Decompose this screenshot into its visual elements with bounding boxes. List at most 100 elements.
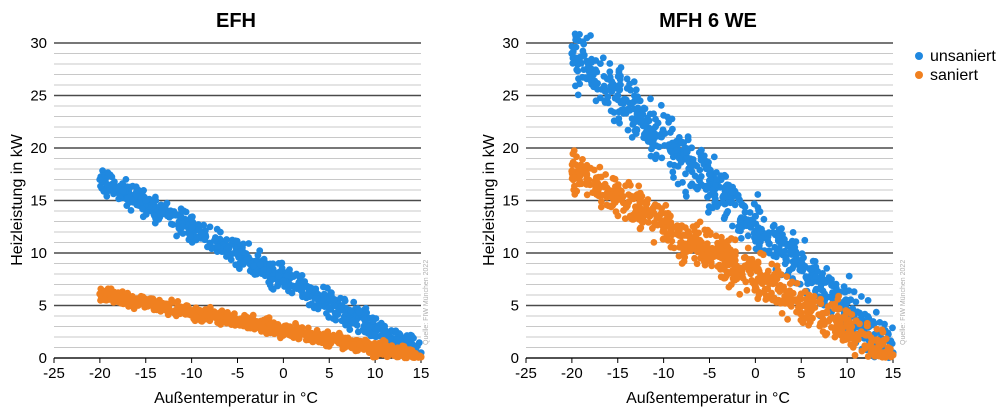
data-point: [831, 305, 838, 312]
data-point: [835, 292, 842, 300]
data-point: [256, 261, 264, 269]
data-point: [666, 213, 674, 220]
data-point: [102, 296, 110, 304]
data-point: [793, 280, 801, 287]
data-point: [628, 134, 636, 141]
data-point: [631, 127, 639, 135]
data-point: [251, 322, 258, 330]
data-point: [814, 268, 822, 275]
data-point: [568, 49, 576, 58]
data-point: [665, 219, 673, 227]
data-point: [576, 80, 584, 88]
data-point: [703, 182, 711, 190]
data-point: [373, 325, 381, 332]
data-point: [199, 316, 206, 323]
data-point: [285, 287, 292, 295]
data-point: [873, 346, 880, 354]
data-point: [829, 295, 836, 303]
data-point: [581, 74, 589, 82]
data-point: [689, 156, 697, 163]
data-point: [328, 292, 335, 300]
data-point: [727, 235, 735, 242]
data-point: [756, 227, 764, 235]
data-point: [751, 283, 760, 291]
data-point: [655, 143, 663, 151]
data-point: [296, 274, 304, 281]
data-point: [805, 316, 813, 323]
data-point: [201, 236, 209, 244]
data-point: [634, 93, 641, 101]
data-point: [171, 307, 179, 315]
y-tick-label: 0: [39, 350, 47, 367]
data-point: [572, 161, 580, 169]
data-point: [169, 299, 177, 306]
data-point: [712, 232, 720, 240]
data-point: [279, 277, 287, 285]
data-point: [861, 310, 869, 318]
data-point: [652, 151, 660, 159]
data-point: [355, 308, 363, 316]
data-point: [591, 181, 599, 189]
data-point: [705, 255, 714, 263]
data-point: [211, 236, 219, 244]
x-tick-label: -10: [653, 365, 675, 382]
data-point: [607, 203, 615, 211]
data-point: [812, 287, 819, 295]
data-point: [696, 218, 704, 226]
x-tick-label: -5: [231, 365, 244, 382]
data-point: [266, 260, 274, 268]
data-point: [235, 261, 242, 268]
data-point: [820, 276, 828, 284]
data-point: [200, 221, 208, 229]
data-point: [713, 176, 720, 183]
data-point: [189, 218, 197, 226]
data-point: [591, 68, 599, 76]
data-point: [148, 296, 156, 304]
data-point: [139, 205, 147, 213]
data-point: [648, 140, 656, 148]
data-point: [394, 350, 402, 358]
data-point: [239, 260, 247, 268]
data-point: [758, 272, 766, 280]
data-point: [298, 285, 306, 293]
x-tick-label: -25: [43, 365, 65, 382]
data-point: [668, 231, 676, 239]
data-point: [775, 244, 783, 252]
data-point: [678, 138, 686, 146]
data-point: [657, 101, 665, 109]
legend: unsaniert saniert: [915, 48, 996, 84]
data-point: [781, 294, 789, 302]
data-point: [629, 215, 636, 223]
data-point: [770, 274, 777, 281]
data-point: [703, 231, 710, 239]
data-point: [656, 211, 664, 219]
data-point: [129, 198, 137, 206]
data-point: [700, 152, 708, 160]
data-point: [233, 249, 242, 257]
data-point: [723, 268, 731, 276]
data-point: [371, 346, 379, 354]
data-point: [616, 86, 624, 94]
data-point: [594, 85, 601, 93]
data-point: [701, 244, 708, 252]
data-point: [812, 273, 820, 280]
data-point: [682, 170, 689, 178]
y-tick-label: 10: [502, 245, 519, 262]
data-point: [254, 252, 262, 259]
data-point: [152, 193, 159, 201]
data-point: [227, 256, 235, 264]
data-point: [206, 223, 214, 231]
data-point: [845, 287, 853, 294]
data-point: [774, 233, 782, 241]
data-point: [670, 244, 678, 252]
data-point: [765, 247, 773, 255]
data-point: [650, 110, 657, 118]
data-point: [292, 284, 300, 291]
data-point: [687, 245, 695, 253]
data-point: [817, 283, 825, 291]
y-tick-label: 30: [30, 35, 47, 52]
data-point: [178, 207, 186, 215]
data-point: [683, 241, 691, 249]
data-point: [758, 235, 766, 243]
y-axis-label: Heizleistung in kW: [9, 133, 26, 266]
